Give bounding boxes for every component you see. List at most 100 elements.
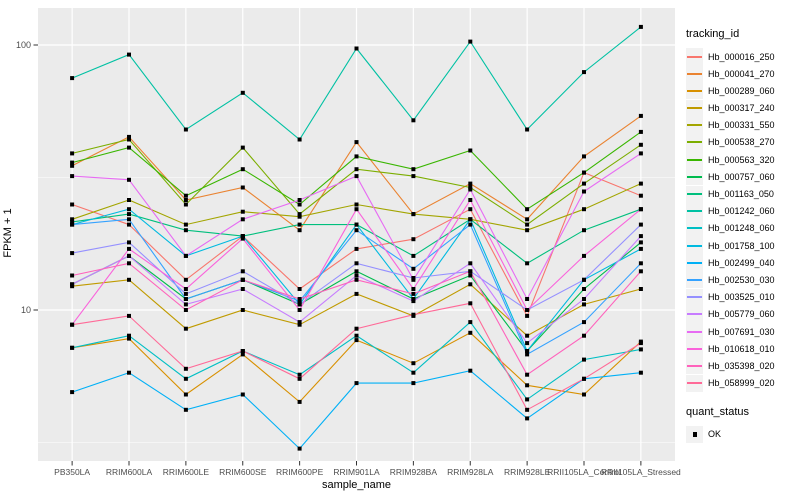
legend-key: [686, 65, 703, 83]
y-axis-title: FPKM + 1: [2, 208, 14, 258]
legend-key: [686, 99, 703, 117]
data-point: [354, 269, 359, 274]
legend-line-icon: [687, 278, 702, 281]
legend-key: [686, 254, 703, 272]
data-point: [411, 297, 416, 301]
data-point: [354, 140, 359, 145]
legend-item-Hb_010618_010: Hb_010618_010: [686, 340, 800, 358]
data-point: [354, 261, 359, 266]
data-point: [297, 308, 302, 312]
legend-items-tracking-id: Hb_000016_250 Hb_000041_270 Hb_000289_060 H…: [686, 48, 800, 392]
data-point: [297, 198, 302, 202]
data-point: [297, 302, 302, 307]
data-point: [183, 407, 188, 412]
legend-label: Hb_001163_050: [708, 189, 774, 199]
legend-item-Hb_000563_320: Hb_000563_320: [686, 151, 800, 169]
data-point: [240, 234, 245, 239]
data-point: [582, 253, 586, 258]
data-point: [411, 266, 416, 271]
data-point: [183, 302, 188, 307]
x-axis-title: sample_name: [321, 479, 392, 491]
data-point: [525, 407, 530, 412]
data-point: [411, 212, 416, 217]
data-point: [354, 291, 359, 296]
legend-line-icon: [687, 72, 702, 75]
legend-key: [686, 185, 703, 203]
data-point: [127, 240, 131, 245]
data-point: [638, 347, 643, 352]
data-point: [411, 361, 416, 366]
legend-item-Hb_002530_030: Hb_002530_030: [686, 271, 800, 289]
data-point: [127, 207, 131, 212]
data-point: [638, 142, 643, 147]
data-point: [411, 174, 416, 179]
series-points: [70, 24, 643, 451]
legend-line-icon: [687, 141, 702, 144]
data-point: [525, 397, 530, 402]
data-point: [127, 277, 131, 282]
y-tick-label: 10: [21, 305, 31, 315]
legend-item-Hb_001163_050: Hb_001163_050: [686, 185, 800, 203]
legend-line-icon: [687, 124, 702, 127]
data-point: [354, 174, 359, 179]
data-point: [70, 76, 75, 81]
legend-label: Hb_000563_320: [708, 154, 775, 165]
data-point: [354, 333, 359, 338]
legend-line-icon: [687, 313, 702, 316]
x-tick-label: RRIM600LA: [106, 467, 153, 477]
data-point: [638, 129, 643, 134]
data-point: [240, 185, 245, 190]
data-point: [638, 113, 643, 118]
data-point: [127, 177, 131, 182]
legend-item-Hb_005779_060: Hb_005779_060: [686, 305, 800, 323]
data-point: [638, 207, 643, 212]
data-point: [70, 390, 75, 395]
data-point: [240, 167, 245, 172]
legend-line-icon: [687, 227, 702, 230]
legend-item-Hb_000317_240: Hb_000317_240: [686, 99, 800, 117]
data-point: [582, 357, 586, 362]
data-point: [127, 333, 131, 338]
legend-line-icon: [687, 89, 702, 92]
legend-key: [686, 340, 703, 358]
data-point: [127, 246, 131, 251]
data-point: [638, 240, 643, 245]
data-point: [354, 273, 359, 278]
data-point: [525, 341, 530, 346]
legend-label: Hb_035398_020: [708, 360, 775, 371]
data-point: [240, 269, 245, 274]
data-point: [582, 207, 586, 212]
data-point: [525, 313, 530, 318]
x-tick-label: RRII105LA_Stressed: [601, 467, 681, 477]
data-point: [354, 154, 359, 159]
data-point: [582, 392, 586, 397]
data-point: [525, 127, 530, 132]
legend-label: Hb_001758_100: [708, 240, 775, 251]
data-point: [240, 217, 245, 222]
legend-line-icon: [687, 364, 702, 367]
data-point: [183, 277, 188, 282]
data-point: [468, 39, 473, 44]
data-point: [525, 416, 530, 421]
data-point: [240, 392, 245, 397]
legend-line-icon: [687, 244, 702, 247]
legend-key: [686, 357, 703, 375]
data-point: [183, 202, 188, 207]
black-square-point-icon: [692, 432, 697, 437]
data-point: [468, 148, 473, 153]
data-point: [582, 376, 586, 381]
legend: tracking_id Hb_000016_250 Hb_000041_270 Hb…: [686, 28, 800, 443]
data-point: [183, 376, 188, 381]
data-point: [297, 372, 302, 377]
data-point: [70, 151, 75, 156]
legend-key: [686, 219, 703, 237]
data-point: [468, 320, 473, 325]
data-point: [638, 193, 643, 198]
data-point: [297, 228, 302, 233]
legend-line-icon: [687, 175, 702, 178]
data-point: [297, 322, 302, 327]
data-point: [411, 299, 416, 304]
legend-key: [686, 374, 703, 392]
legend-label: Hb_001248_060: [708, 223, 775, 234]
